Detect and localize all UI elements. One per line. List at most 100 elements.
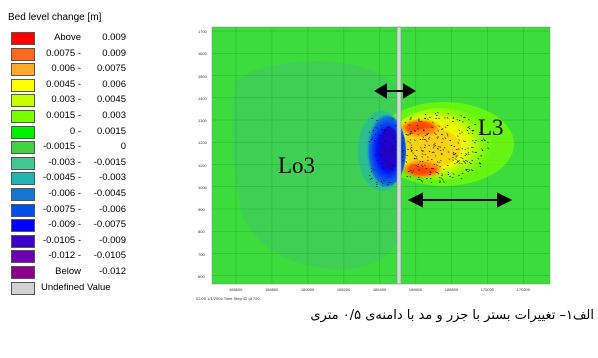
velocity-vector <box>417 119 420 121</box>
y-tick-label: 700 <box>198 251 205 257</box>
velocity-vector <box>413 158 416 160</box>
legend-label: 0.0015 - 0.003 <box>41 110 126 122</box>
velocity-vector <box>479 162 481 164</box>
legend-item: -0.0075 - -0.006 <box>11 203 141 219</box>
velocity-vector <box>438 181 441 183</box>
velocity-vector <box>370 177 373 179</box>
velocity-vector <box>419 139 422 141</box>
velocity-vector <box>470 146 473 148</box>
velocity-vector <box>455 156 458 158</box>
velocity-vector <box>402 142 405 144</box>
velocity-vector <box>461 158 464 160</box>
legend-swatch <box>11 47 35 61</box>
legend-range-high: 0.0045 <box>96 94 126 106</box>
velocity-vector <box>403 154 405 156</box>
velocity-vector <box>467 153 470 155</box>
velocity-vector <box>447 165 449 167</box>
velocity-vector <box>437 112 439 114</box>
velocity-vector <box>436 137 439 139</box>
legend-swatch <box>11 32 35 45</box>
velocity-vector <box>460 157 462 159</box>
velocity-vector <box>412 152 414 154</box>
velocity-vector <box>442 138 444 140</box>
velocity-vector <box>421 150 424 152</box>
velocity-vector <box>435 133 437 135</box>
velocity-vector <box>422 129 425 131</box>
velocity-vector <box>426 156 429 158</box>
velocity-vector <box>451 176 454 178</box>
y-tick-label: 1400 <box>198 95 207 101</box>
velocity-vector <box>483 138 485 140</box>
legend-swatch <box>11 203 35 217</box>
velocity-vector <box>409 132 412 135</box>
velocity-vector <box>420 164 423 166</box>
velocity-vector <box>402 149 405 152</box>
velocity-vector <box>382 162 384 164</box>
velocity-vector <box>439 146 442 148</box>
velocity-vector <box>409 139 412 141</box>
velocity-vector <box>438 125 441 127</box>
velocity-vector <box>468 126 471 128</box>
velocity-vector <box>381 182 384 184</box>
legend-item: 0.006 - 0.0075 <box>11 62 141 78</box>
velocity-vector <box>433 144 435 146</box>
velocity-vector <box>471 151 474 153</box>
legend-label: Above 0.009 <box>41 32 126 44</box>
velocity-vector <box>446 124 449 126</box>
velocity-vector <box>391 118 394 120</box>
velocity-vector <box>436 164 438 166</box>
legend-range-high: 0.0075 <box>96 63 126 75</box>
velocity-vector <box>418 169 421 171</box>
velocity-vector <box>391 165 394 167</box>
velocity-vector <box>415 164 418 166</box>
velocity-vector <box>417 163 420 165</box>
velocity-vector <box>427 138 430 140</box>
velocity-vector <box>431 121 434 123</box>
velocity-vector <box>424 114 427 116</box>
velocity-vector <box>418 120 420 122</box>
velocity-vector <box>464 155 467 157</box>
legend-range-low: Above <box>54 32 81 43</box>
velocity-vector <box>388 154 390 156</box>
velocity-vector <box>420 121 422 123</box>
legend-label: -0.0045 - -0.003 <box>41 172 126 184</box>
map-canvas <box>211 26 551 285</box>
legend-range-low: 0.0015 - <box>46 109 81 121</box>
velocity-vector <box>406 154 408 157</box>
velocity-vector <box>413 129 416 131</box>
velocity-vector <box>385 161 387 163</box>
velocity-vector <box>458 174 460 176</box>
legend-range-low: Below <box>55 265 81 277</box>
velocity-vector <box>472 146 474 148</box>
velocity-vector <box>481 150 484 152</box>
velocity-vector <box>452 153 455 155</box>
velocity-vector <box>437 172 440 174</box>
velocity-vector <box>376 120 378 122</box>
velocity-vector <box>430 171 432 173</box>
legend-range-low: -0.003 - <box>48 156 81 168</box>
velocity-vector <box>467 151 470 153</box>
velocity-vector <box>402 159 404 161</box>
velocity-vector <box>475 140 477 142</box>
velocity-vector <box>414 130 416 132</box>
velocity-vector <box>438 117 440 119</box>
velocity-vector <box>466 129 469 132</box>
velocity-vector <box>423 147 426 149</box>
velocity-vector <box>447 173 450 176</box>
legend-range-high: -0.009 <box>99 234 126 246</box>
velocity-vector <box>406 175 409 178</box>
velocity-vector <box>430 158 433 161</box>
velocity-vector <box>441 153 443 156</box>
velocity-vector <box>436 171 439 173</box>
velocity-vector <box>437 136 440 138</box>
legend-range-low: -0.0045 - <box>42 172 81 184</box>
deposition-red-lower <box>400 159 444 179</box>
velocity-vector <box>463 161 466 163</box>
velocity-vector <box>458 160 461 162</box>
velocity-vector <box>373 169 375 171</box>
legend-range-high: -0.0105 <box>93 250 126 262</box>
velocity-vector <box>375 154 377 156</box>
velocity-vector <box>405 161 408 163</box>
velocity-vector <box>458 139 461 141</box>
velocity-vector <box>374 141 377 143</box>
